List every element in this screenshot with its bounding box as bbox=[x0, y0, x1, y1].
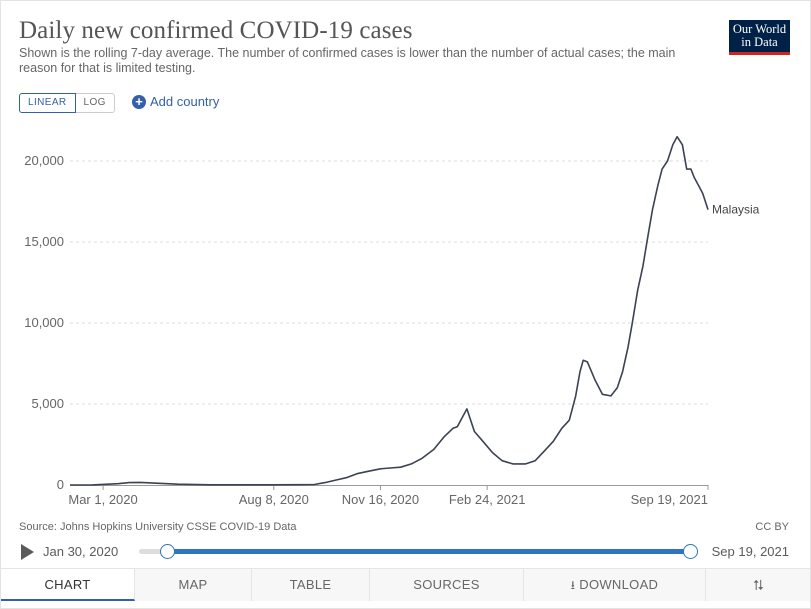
timeline-end-date: Sep 19, 2021 bbox=[711, 544, 789, 559]
timeline-end-handle[interactable] bbox=[683, 544, 698, 559]
source-link[interactable]: Source: Johns Hopkins University CSSE CO… bbox=[19, 521, 297, 533]
logo-line-1: Our World bbox=[732, 22, 787, 36]
share-button[interactable]: ⮁ bbox=[706, 569, 810, 601]
linear-scale-button[interactable]: LINEAR bbox=[19, 93, 76, 113]
x-tick-label: Feb 24, 2021 bbox=[449, 492, 526, 507]
add-country-button[interactable]: + Add country bbox=[132, 94, 219, 109]
timeline: Jan 30, 2020 Sep 19, 2021 bbox=[19, 541, 794, 563]
line-chart: 0 5,000 10,000 15,000 20,000 Mar 1, 2020 Aug 8… bbox=[24, 135, 760, 507]
scale-toggle: LINEAR LOG bbox=[19, 93, 115, 113]
tab-table[interactable]: TABLE bbox=[252, 569, 370, 601]
log-scale-button[interactable]: LOG bbox=[75, 93, 115, 113]
owid-logo[interactable]: Our World in Data bbox=[729, 20, 790, 55]
chart-subtitle: Shown is the rolling 7-day average. The … bbox=[19, 46, 676, 75]
tab-chart[interactable]: CHART bbox=[1, 569, 135, 601]
x-tick-label: Sep 19, 2021 bbox=[631, 492, 708, 507]
x-tick-label: Mar 1, 2020 bbox=[68, 492, 137, 507]
y-tick-label: 10,000 bbox=[24, 315, 64, 330]
tab-download-label: DOWNLOAD bbox=[579, 577, 659, 592]
y-tick-label: 20,000 bbox=[24, 153, 64, 168]
series-label: Malaysia bbox=[712, 203, 760, 217]
add-country-label: Add country bbox=[150, 94, 220, 109]
play-icon[interactable] bbox=[21, 544, 34, 560]
timeline-selected-range[interactable] bbox=[167, 549, 691, 554]
download-icon: ⭳ bbox=[570, 578, 576, 592]
plus-circle-icon: + bbox=[132, 94, 146, 109]
series-line-malaysia bbox=[69, 135, 709, 486]
tab-download[interactable]: ⭳ DOWNLOAD bbox=[524, 569, 706, 601]
license-link[interactable]: CC BY bbox=[755, 521, 789, 533]
tab-sources[interactable]: SOURCES bbox=[370, 569, 524, 601]
timeline-start-handle[interactable] bbox=[160, 544, 175, 559]
chart-title: Daily new confirmed COVID-19 cases bbox=[19, 17, 413, 44]
y-tick-label: 15,000 bbox=[24, 234, 64, 249]
share-icon: ⮁ bbox=[752, 577, 764, 593]
logo-line-2: in Data bbox=[741, 35, 778, 49]
tab-map[interactable]: MAP bbox=[135, 569, 252, 601]
timeline-start-date: Jan 30, 2020 bbox=[43, 544, 119, 559]
tab-bar: CHART MAP TABLE SOURCES ⭳ DOWNLOAD ⮁ bbox=[1, 568, 810, 601]
y-tick-label: 5,000 bbox=[31, 396, 64, 411]
x-tick-label: Aug 8, 2020 bbox=[239, 492, 309, 507]
y-tick-label: 0 bbox=[57, 477, 64, 492]
x-tick-label: Nov 16, 2020 bbox=[342, 492, 419, 507]
